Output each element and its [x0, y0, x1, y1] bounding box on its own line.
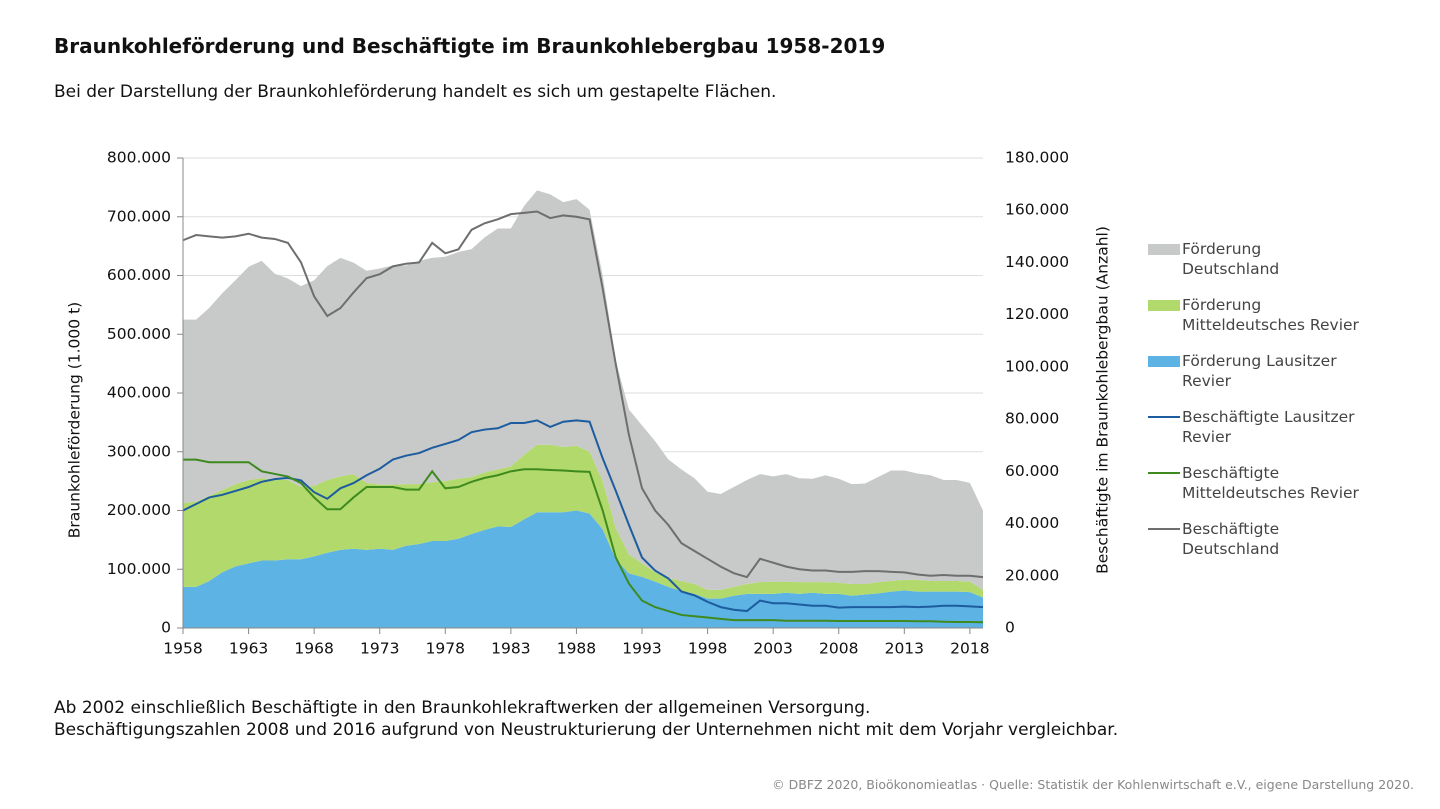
y-tick-label: 800.000	[107, 149, 171, 167]
legend-label: Beschäftigte Mitteldeutsches Revier	[1182, 464, 1359, 502]
line	[183, 458, 984, 624]
y2-tick-label: 80.000	[1005, 410, 1059, 428]
legend-marker	[1148, 528, 1180, 530]
chart-title: Braunkohleförderung und Beschäftigte im …	[54, 34, 886, 58]
y-tick-label: 500.000	[107, 325, 171, 343]
legend-swatch	[1148, 407, 1180, 427]
legend-item: Beschäftigte Deutschland	[1148, 519, 1363, 559]
x-tick-label: 2008	[819, 640, 858, 658]
line	[182, 210, 984, 579]
area	[183, 444, 983, 599]
chart-subtitle: Bei der Darstellung der Braunkohleförder…	[54, 82, 777, 102]
legend-label: Förderung Deutschland	[1182, 240, 1280, 278]
y2-tick-label: 140.000	[1005, 253, 1069, 271]
legend-label: Förderung Mitteldeutsches Revier	[1182, 296, 1359, 334]
y2-tick-label: 40.000	[1005, 514, 1059, 532]
y-tick-label: 300.000	[107, 442, 171, 460]
x-tick-label: 1958	[163, 640, 202, 658]
y2-tick-label: 160.000	[1005, 201, 1069, 219]
legend-swatch	[1148, 463, 1180, 483]
legend-label: Förderung Lausitzer Revier	[1182, 352, 1337, 390]
legend-item: Beschäftigte Mitteldeutsches Revier	[1148, 463, 1363, 503]
x-tick-label: 1998	[688, 640, 727, 658]
legend-label: Beschäftigte Lausitzer Revier	[1182, 408, 1355, 446]
x-tick-label: 1988	[557, 640, 596, 658]
notes: Ab 2002 einschließlich Beschäftigte in d…	[54, 697, 1118, 741]
y-tick-label: 700.000	[107, 207, 171, 225]
note: Beschäftigungszahlen 2008 und 2016 aufgr…	[54, 720, 1119, 740]
area	[183, 510, 983, 628]
y2-tick-label: 20.000	[1005, 566, 1059, 584]
y2-tick-label: 180.000	[1005, 149, 1069, 167]
legend-marker	[1148, 244, 1180, 255]
y2-tick-label: 60.000	[1005, 462, 1059, 480]
x-tick-label: 2003	[753, 640, 792, 658]
legend-marker	[1148, 300, 1180, 311]
legend-item: Beschäftigte Lausitzer Revier	[1148, 407, 1363, 447]
legend-marker	[1148, 416, 1180, 418]
legend-swatch	[1148, 239, 1180, 259]
note: Ab 2002 einschließlich Beschäftigte in d…	[54, 698, 871, 718]
y2-tick-label: 0	[1005, 619, 1015, 637]
legend-marker	[1148, 472, 1180, 474]
y-tick-label: 100.000	[107, 560, 171, 578]
x-tick-label: 2013	[885, 640, 924, 658]
y-axis-label: Braunkohleförderung (1.000 t)	[66, 302, 84, 538]
line	[182, 419, 984, 613]
legend-item: Förderung Lausitzer Revier	[1148, 351, 1363, 391]
y2-tick-label: 100.000	[1005, 357, 1069, 375]
legend-label: Beschäftigte Deutschland	[1182, 520, 1280, 558]
legend-item: Förderung Deutschland	[1148, 239, 1363, 279]
legend-swatch	[1148, 351, 1180, 371]
x-tick-label: 1963	[229, 640, 268, 658]
y2-tick-label: 120.000	[1005, 305, 1069, 323]
legend-marker	[1148, 356, 1180, 367]
legend-swatch	[1148, 519, 1180, 539]
x-tick-label: 1973	[360, 640, 399, 658]
x-tick-label: 2018	[950, 640, 989, 658]
source: © DBFZ 2020, Bioökonomieatlas · Quelle: …	[772, 777, 1414, 792]
area	[183, 190, 983, 590]
y-tick-label: 200.000	[107, 501, 171, 519]
x-tick-label: 1983	[491, 640, 530, 658]
x-tick-label: 1993	[622, 640, 661, 658]
y-tick-label: 0	[161, 619, 171, 637]
legend-swatch	[1148, 295, 1180, 315]
x-tick-label: 1978	[426, 640, 465, 658]
y-tick-label: 400.000	[107, 384, 171, 402]
y-tick-label: 600.000	[107, 266, 171, 284]
y2-axis-label: Beschäftigte im Braunkohlebergbau (Anzah…	[1094, 226, 1112, 574]
x-tick-label: 1968	[294, 640, 333, 658]
legend-item: Förderung Mitteldeutsches Revier	[1148, 295, 1363, 335]
